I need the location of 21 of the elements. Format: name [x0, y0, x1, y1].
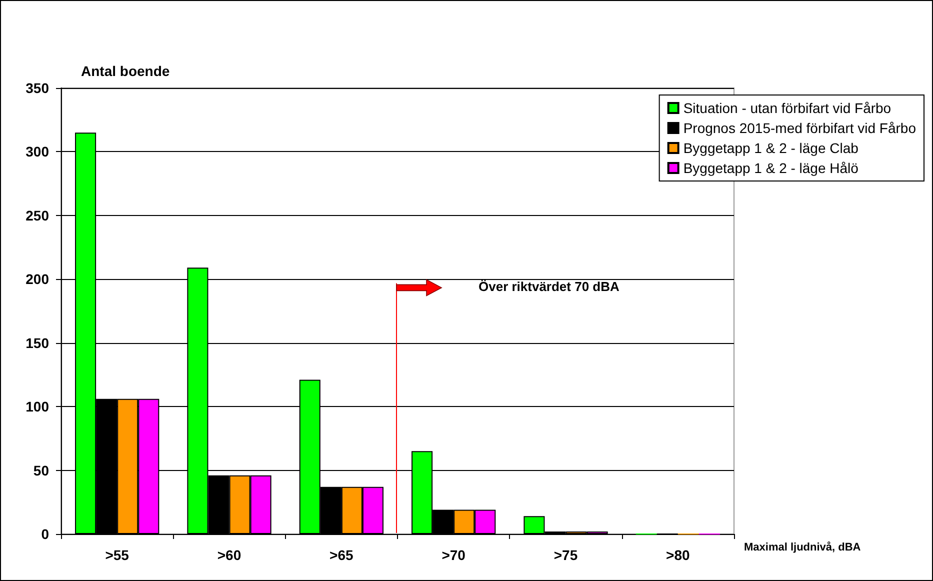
- y-tick-label: 150: [26, 334, 50, 351]
- y-tick-label: 100: [26, 398, 50, 415]
- y-tick-label: 50: [33, 462, 50, 478]
- x-tick-label: >70: [442, 547, 466, 563]
- y-tick-label: 250: [26, 207, 50, 224]
- x-axis-title: Maximal ljudnivå, dBA: [744, 540, 861, 554]
- legend-label: Prognos 2015-med förbifart vid Fårbo: [683, 120, 916, 136]
- y-tick-label: 0: [41, 526, 50, 542]
- x-tick-label: >80: [666, 547, 690, 563]
- x-tick-label: >55: [105, 547, 130, 563]
- y-tick-label: 350: [26, 80, 50, 96]
- x-tick-label: >65: [330, 547, 354, 563]
- y-tick-label: 300: [26, 144, 50, 160]
- legend-label: Byggetapp 1 & 2 - läge Hålö: [683, 160, 859, 176]
- x-tick-label: >75: [554, 547, 578, 563]
- y-tick-label: 200: [26, 271, 50, 288]
- legend-label: Situation - utan förbifart vid Fårbo: [683, 100, 892, 116]
- legend-label: Byggetapp 1 & 2 - läge Clab: [683, 140, 859, 156]
- x-tick-label: >60: [217, 547, 242, 563]
- annotation: Över riktvärdet 70 dBA: [478, 278, 620, 294]
- y-axis-title: Antal boende: [81, 63, 170, 79]
